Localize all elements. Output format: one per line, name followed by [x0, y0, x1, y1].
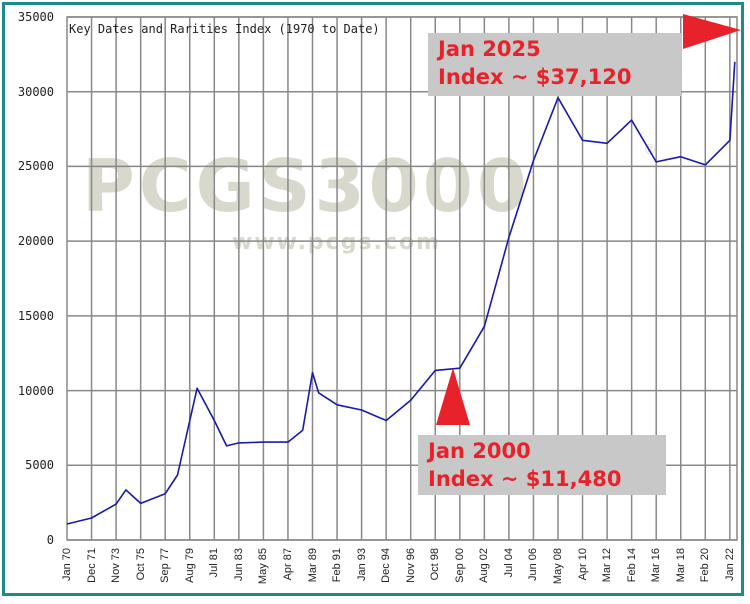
annotation-jan-2025-value: Index ~ $37,120 [438, 65, 632, 89]
x-tick-label: May 85 [257, 548, 270, 585]
x-tick-label: Mar 12 [601, 548, 614, 583]
x-tick-label: May 08 [552, 548, 564, 585]
x-tick-label: Dec 71 [85, 548, 98, 583]
x-tick-label: Mar 18 [674, 548, 687, 583]
index-line [66, 61, 736, 525]
annotation-jan-2025-date: Jan 2025 [438, 37, 541, 61]
x-tick-label: Sep 00 [453, 548, 466, 583]
jan-2025-marker-right-triangle-icon [683, 14, 741, 49]
x-tick-label: Aug 02 [478, 548, 491, 583]
y-tick-label: 25000 [17, 159, 54, 174]
annotation-jan-2000-value: Index ~ $11,480 [428, 467, 622, 491]
x-tick-label: Apr 87 [281, 548, 294, 581]
x-tick-label: Aug 79 [183, 548, 196, 583]
x-tick-label: Jul 81 [208, 548, 221, 578]
y-tick-label: 10000 [17, 383, 54, 398]
x-tick-label: Feb 91 [331, 548, 344, 583]
x-tick-label: Apr 10 [576, 548, 589, 581]
x-tick-label: Mar 16 [650, 548, 663, 583]
annotation-jan-2000: Jan 2000 Index ~ $11,480 [418, 435, 666, 495]
x-tick-label: Jun 06 [527, 548, 540, 582]
annotation-jan-2000-date: Jan 2000 [428, 439, 531, 463]
watermark-pcgs3000: PCGS3000 [82, 144, 531, 228]
x-tick-label: Nov 73 [110, 548, 123, 583]
y-tick-label: 30000 [17, 84, 54, 99]
x-tick-label: Jan 70 [61, 548, 73, 582]
x-tick-label: Dec 94 [380, 548, 393, 583]
x-tick-label: Sep 77 [159, 548, 172, 583]
x-tick-label: Nov 96 [404, 548, 417, 583]
x-tick-label: Oct 98 [429, 548, 442, 581]
y-tick-label: 0 [46, 533, 54, 547]
x-tick-label: Mar 89 [306, 548, 319, 583]
y-tick-label: 20000 [17, 234, 54, 249]
x-tick-label: Jan 93 [355, 548, 368, 582]
y-tick-label: 5000 [25, 458, 54, 473]
annotation-jan-2025: Jan 2025 Index ~ $37,120 [428, 33, 681, 96]
chart-title: Key Dates and Rarities Index (1970 to Da… [69, 22, 380, 36]
grid-lines [66, 16, 738, 541]
y-tick-label: 15000 [17, 308, 54, 323]
jan-2000-marker-up-triangle-icon [436, 368, 470, 425]
chart-frame [2, 2, 744, 596]
y-tick-label: 35000 [17, 10, 54, 24]
x-tick-label: Jun 83 [232, 548, 245, 582]
x-tick-label: Feb 14 [625, 548, 638, 583]
x-tick-label: Jan 22 [723, 548, 736, 582]
x-tick-label: Feb 20 [699, 548, 712, 583]
x-tick-label: Jul 04 [502, 548, 515, 578]
watermark-url: www.pcgs.com [232, 230, 441, 255]
x-tick-label: Oct 75 [134, 548, 147, 581]
